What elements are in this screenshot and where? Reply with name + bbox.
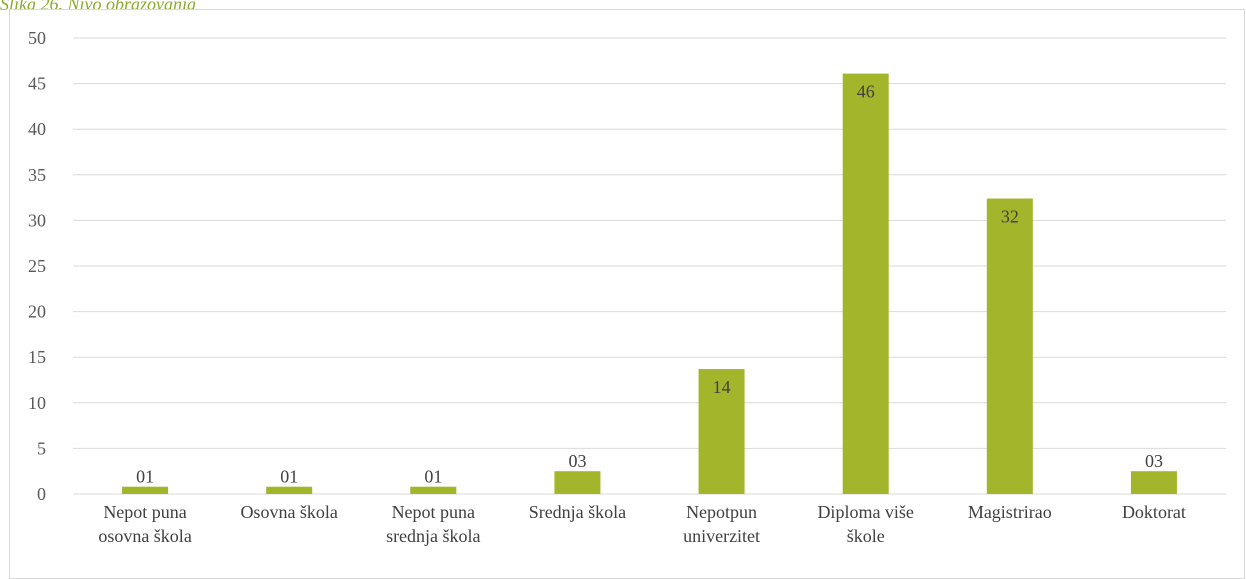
x-axis: Nepot puna osovna škola Osovna škola Nepot … (98, 502, 1186, 546)
data-label: 01 (136, 467, 154, 487)
x-tick-label: Osovna škola (240, 502, 338, 522)
bar (266, 486, 313, 494)
x-tick-label: Doktorat (1122, 502, 1186, 522)
y-tick-label: 25 (28, 256, 46, 276)
x-tick-label: Nepotpun univerzitet (683, 502, 760, 546)
y-tick-label: 5 (37, 438, 46, 458)
y-tick-label: 20 (28, 302, 46, 322)
y-tick-label: 30 (28, 210, 46, 230)
x-tick-label: Nepot puna srednja škola (386, 502, 480, 546)
bar (698, 369, 745, 494)
y-tick-label: 50 (28, 28, 46, 48)
x-tick-label: Nepot puna osovna škola (98, 502, 192, 546)
x-tick-label: Magistrirao (968, 502, 1052, 522)
data-label: 32 (1001, 207, 1019, 227)
bars (122, 73, 1177, 495)
y-tick-label: 35 (28, 165, 46, 185)
data-label: 03 (568, 451, 586, 471)
data-label: 01 (280, 467, 298, 487)
x-tick-label: Diploma više škole (817, 502, 914, 546)
y-tick-label: 40 (28, 119, 46, 139)
bar (842, 73, 889, 495)
data-labels: 01 01 01 03 14 46 32 03 (136, 82, 1163, 487)
data-label: 01 (424, 467, 442, 487)
data-label: 03 (1145, 451, 1163, 471)
bar (410, 486, 457, 494)
bar (1130, 471, 1177, 494)
y-tick-label: 10 (28, 393, 46, 413)
y-tick-label: 15 (28, 347, 46, 367)
data-label: 14 (713, 377, 731, 397)
y-tick-label: 0 (37, 484, 46, 504)
x-tick-label: Srednja škola (529, 502, 626, 522)
bar-chart: 0 5 10 15 20 25 30 35 40 45 50 01 01 01 03 14 46 32 03 Ne… (28, 28, 1226, 546)
y-axis: 0 5 10 15 20 25 30 35 40 45 50 (28, 28, 46, 504)
gridlines (73, 37, 1226, 495)
bar (986, 198, 1033, 494)
data-label: 46 (857, 82, 875, 102)
chart-frame: 0 5 10 15 20 25 30 35 40 45 50 01 01 01 03 14 46 32 03 Ne… (9, 9, 1245, 579)
bar (122, 486, 169, 494)
bar (554, 471, 601, 494)
y-tick-label: 45 (28, 74, 46, 94)
